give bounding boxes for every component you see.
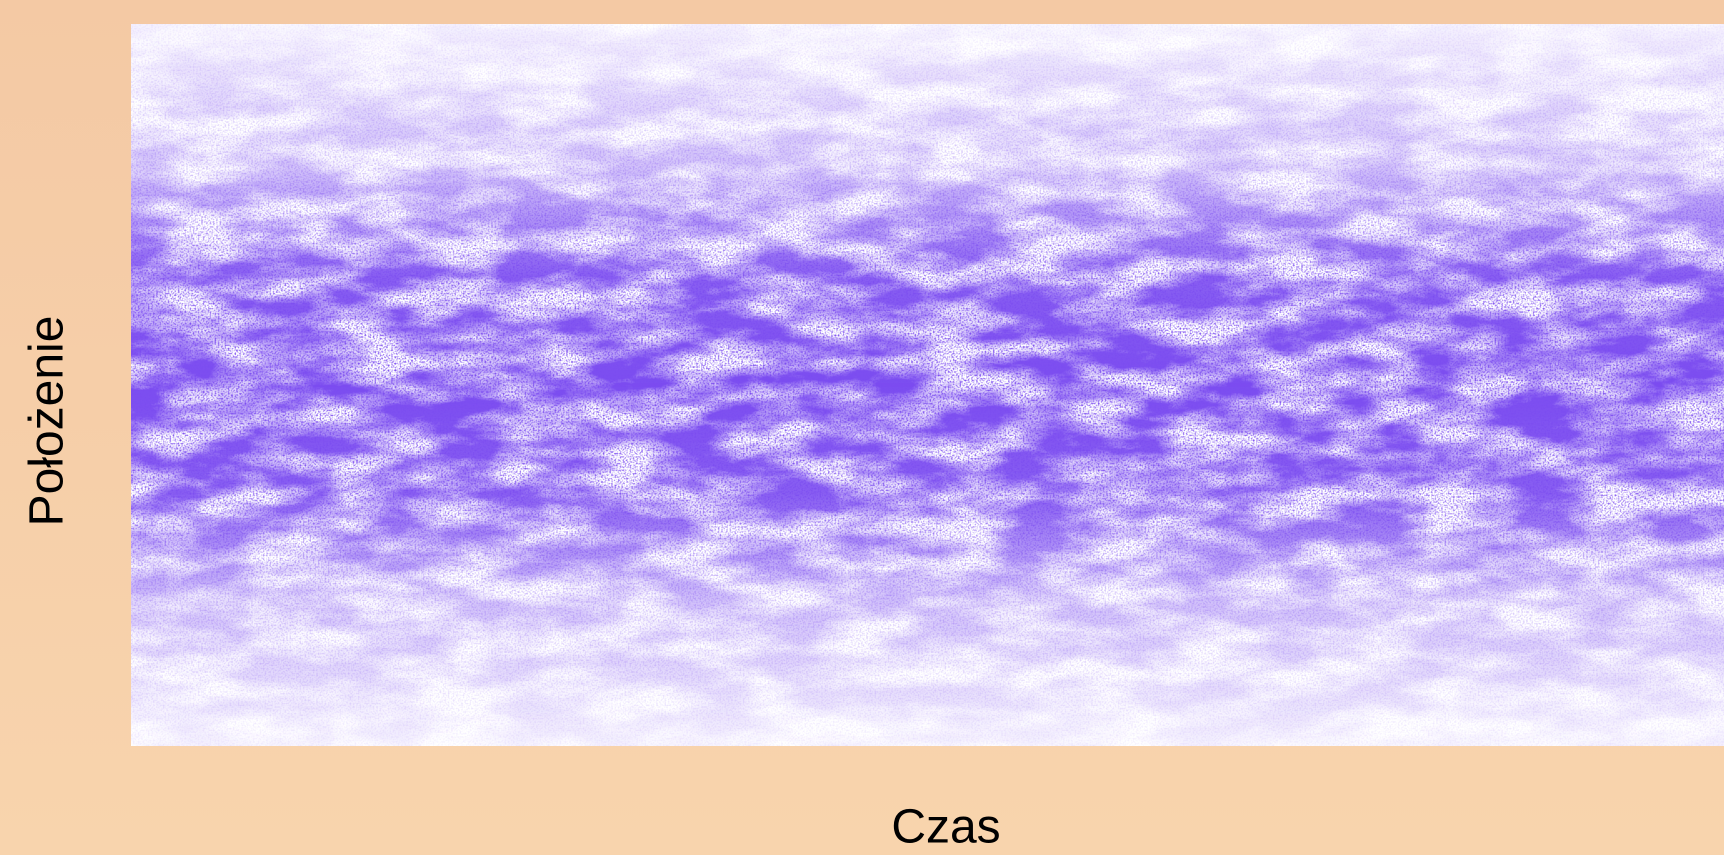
x-axis-label: Czas — [891, 801, 1000, 854]
chart: Położenie Czas — [0, 0, 1724, 855]
density-texture — [131, 24, 1724, 746]
y-axis-label: Położenie — [21, 316, 74, 527]
page: Położenie Czas (() => { const data = JSO… — [0, 0, 1724, 855]
density-grain — [131, 24, 1724, 746]
